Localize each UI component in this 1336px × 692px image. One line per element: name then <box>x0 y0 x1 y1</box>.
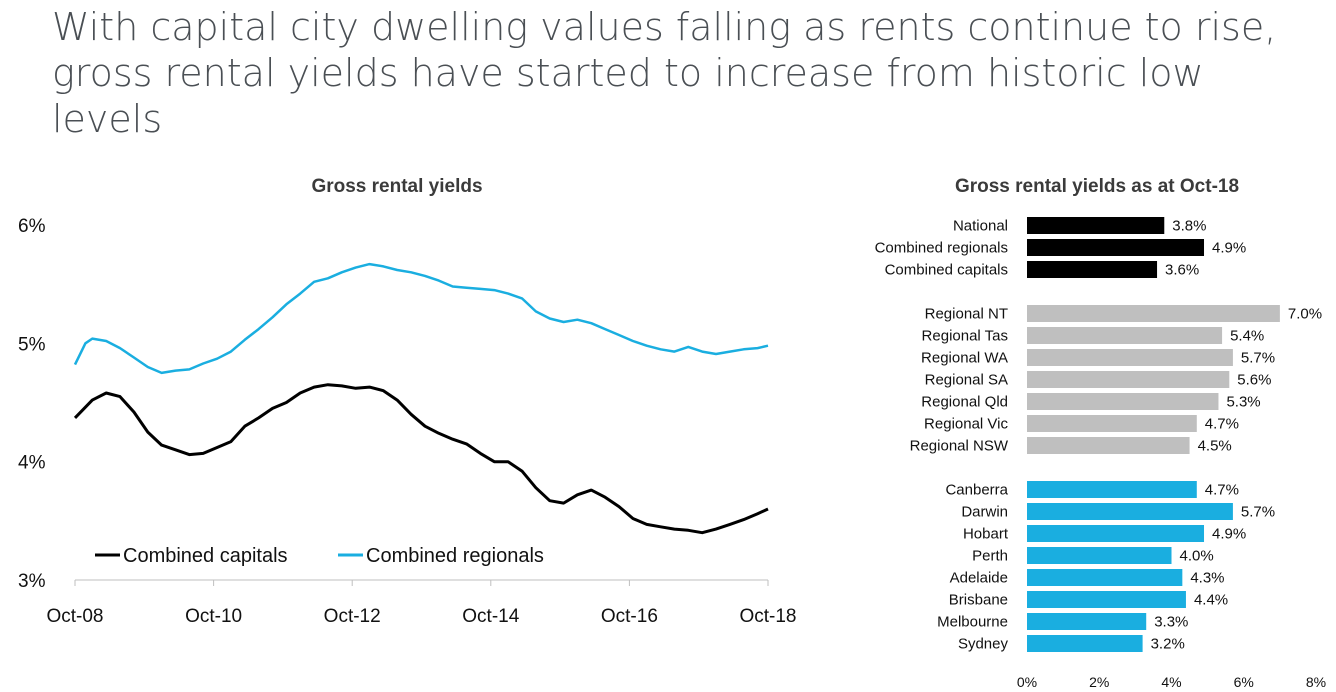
bar-value-label: 4.4% <box>1194 592 1228 609</box>
bar-x-tick: 0% <box>1017 674 1037 690</box>
bar-value-label: 3.8% <box>1172 218 1206 235</box>
bar-combined-regionals <box>1027 239 1205 256</box>
bar-adelaide <box>1027 569 1183 586</box>
bar-value-label: 4.0% <box>1180 548 1214 565</box>
bar-category-label: Darwin <box>961 504 1008 521</box>
bar-perth <box>1027 547 1172 564</box>
bar-sydney <box>1027 635 1143 652</box>
line-chart-title: Gross rental yields <box>311 176 482 197</box>
bar-regional-nt <box>1027 305 1280 322</box>
line-y-tick: 3% <box>18 571 46 592</box>
bar-hobart <box>1027 525 1205 542</box>
bar-category-label: Regional NSW <box>910 438 1009 455</box>
bar-x-tick: 8% <box>1306 674 1326 690</box>
bar-brisbane <box>1027 591 1186 608</box>
bar-regional-qld <box>1027 393 1219 410</box>
legend-label: Combined capitals <box>123 545 288 567</box>
bar-category-label: Regional SA <box>925 372 1008 389</box>
bar-chart: Gross rental yields as at Oct-18 Nationa… <box>875 176 1327 690</box>
bar-value-label: 4.9% <box>1212 240 1246 257</box>
bar-value-label: 3.6% <box>1165 262 1199 279</box>
bar-value-label: 5.4% <box>1230 328 1264 345</box>
bar-regional-wa <box>1027 349 1233 366</box>
bar-category-label: Hobart <box>963 526 1009 543</box>
bar-value-label: 5.7% <box>1241 350 1275 367</box>
bar-chart-title: Gross rental yields as at Oct-18 <box>955 176 1239 197</box>
bar-combined-capitals <box>1027 261 1158 278</box>
bar-value-label: 4.9% <box>1212 526 1246 543</box>
bar-category-label: Combined capitals <box>885 262 1008 279</box>
bar-x-axis: 0% 2% 4% 6% 8% <box>1017 674 1326 690</box>
line-x-tick: Oct-18 <box>739 606 796 627</box>
bar-category-label: Regional Tas <box>922 328 1008 345</box>
bar-category-label: Adelaide <box>950 570 1008 587</box>
bar-rows: National 3.8% Combined regionals 4.9% Combin… <box>875 217 1322 653</box>
bar-regional-nsw <box>1027 437 1190 454</box>
bar-x-tick: 2% <box>1089 674 1109 690</box>
line-x-axis: Oct-08 Oct-10 Oct-12 Oct-14 Oct-16 Oct-18 <box>46 580 797 627</box>
line-y-tick: 6% <box>18 216 46 237</box>
line-y-tick: 4% <box>18 453 46 474</box>
line-x-tick: Oct-12 <box>324 606 381 627</box>
bar-category-label: Regional Vic <box>924 416 1008 433</box>
bar-value-label: 5.3% <box>1226 394 1260 411</box>
bar-regional-sa <box>1027 371 1230 388</box>
line-y-tick: 5% <box>18 334 46 355</box>
bar-category-label: Melbourne <box>937 614 1008 631</box>
line-chart: Gross rental yields 3% 4% 5% 6% Oct-08 Oct-1… <box>18 176 797 627</box>
bar-national <box>1027 217 1165 234</box>
bar-value-label: 7.0% <box>1288 306 1322 323</box>
bar-category-label: Combined regionals <box>875 240 1008 257</box>
bar-category-label: Regional NT <box>925 306 1008 323</box>
bar-value-label: 5.6% <box>1237 372 1271 389</box>
line-series-group <box>73 262 769 535</box>
bar-value-label: 3.3% <box>1154 614 1188 631</box>
bar-darwin <box>1027 503 1233 520</box>
line-x-tick: Oct-14 <box>462 606 519 627</box>
bar-melbourne <box>1027 613 1147 630</box>
bar-category-label: Canberra <box>945 482 1008 499</box>
bar-category-label: Regional Qld <box>921 394 1008 411</box>
slide-headline: With capital city dwelling values fallin… <box>52 5 1277 141</box>
bar-category-label: Perth <box>972 548 1008 565</box>
bar-regional-tas <box>1027 327 1223 344</box>
bar-value-label: 4.7% <box>1205 482 1239 499</box>
line-x-tick: Oct-10 <box>185 606 242 627</box>
bar-category-label: National <box>953 218 1008 235</box>
legend-label: Combined regionals <box>366 545 544 567</box>
bar-category-label: Sydney <box>958 636 1009 653</box>
bar-category-label: Regional WA <box>921 350 1008 367</box>
bar-value-label: 4.7% <box>1205 416 1239 433</box>
bar-value-label: 4.5% <box>1198 438 1232 455</box>
bar-value-label: 4.3% <box>1190 570 1224 587</box>
bar-value-label: 3.2% <box>1151 636 1185 653</box>
line-x-tick: Oct-08 <box>46 606 103 627</box>
bar-regional-vic <box>1027 415 1197 432</box>
line-series-combined-regionals <box>73 262 769 375</box>
line-legend: Combined capitals Combined regionals <box>95 545 544 567</box>
bar-value-label: 5.7% <box>1241 504 1275 521</box>
bar-x-tick: 6% <box>1234 674 1254 690</box>
bar-canberra <box>1027 481 1197 498</box>
line-y-axis: 3% 4% 5% 6% <box>18 216 46 592</box>
line-series-combined-capitals <box>73 383 769 535</box>
line-x-tick: Oct-16 <box>601 606 658 627</box>
bar-x-tick: 4% <box>1161 674 1181 690</box>
bar-category-label: Brisbane <box>949 592 1008 609</box>
